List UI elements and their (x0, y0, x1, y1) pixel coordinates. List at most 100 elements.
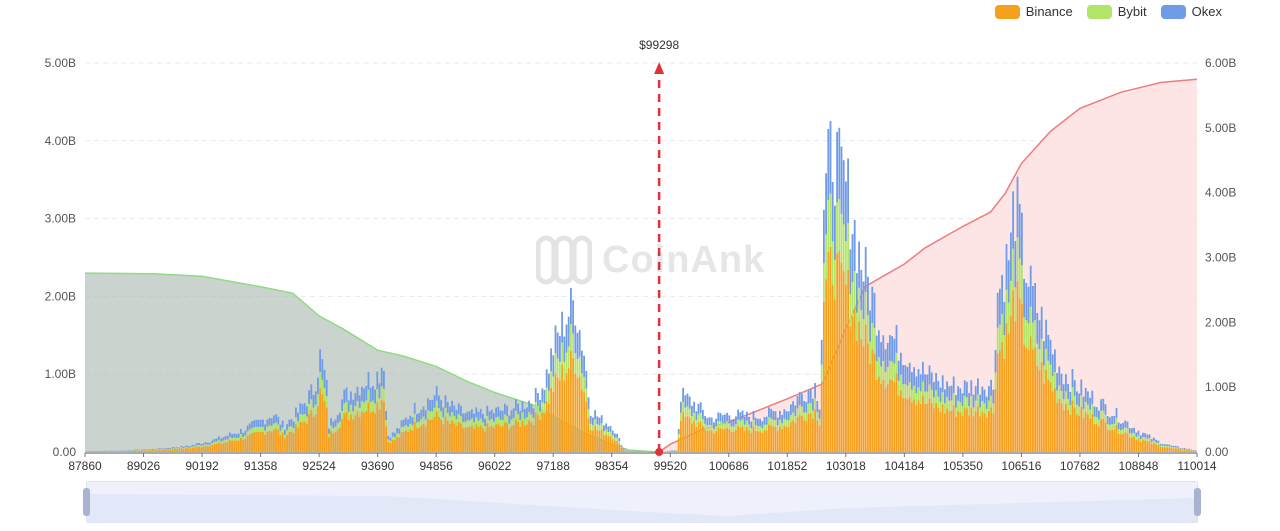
legend-item-binance[interactable]: Binance (995, 4, 1073, 19)
bar-okex (354, 393, 356, 406)
bar-binance (467, 427, 469, 452)
bar-binance (812, 419, 814, 452)
bar-okex (860, 270, 862, 310)
bar-okex (1036, 313, 1038, 344)
bar-bybit (1094, 417, 1096, 424)
bar-bybit (183, 448, 185, 449)
right-axis-tick-label: 3.00B (1205, 251, 1236, 265)
bar-binance (418, 428, 420, 452)
bar-okex (618, 438, 620, 441)
bar-okex (825, 173, 827, 234)
bar-binance (854, 308, 856, 452)
legend-item-okex[interactable]: Okex (1161, 4, 1222, 19)
bar-okex (491, 410, 493, 419)
bar-binance (999, 351, 1001, 452)
bar-binance (1144, 440, 1146, 452)
bar-okex (614, 434, 616, 438)
bar-okex (1091, 391, 1093, 405)
bar-bybit (368, 390, 370, 403)
bar-okex (803, 401, 805, 412)
bar-okex (187, 446, 189, 447)
bar-binance (1177, 449, 1179, 453)
bar-okex (473, 414, 475, 422)
bar-binance (781, 429, 783, 452)
bar-bybit (920, 391, 922, 403)
bar-bybit (363, 403, 365, 413)
bar-bybit (830, 194, 832, 247)
bar-bybit (704, 424, 706, 430)
bar-binance (1133, 437, 1135, 452)
bar-binance (1164, 447, 1166, 452)
bar-okex (447, 402, 449, 413)
bar-bybit (308, 404, 310, 414)
bar-binance (99, 452, 101, 453)
bar-bybit (995, 373, 997, 389)
bar-binance (616, 441, 618, 452)
bar-okex (464, 413, 466, 422)
bar-binance (266, 432, 268, 452)
bar-binance (519, 427, 521, 453)
x-axis-tick-label: 98354 (595, 459, 629, 473)
legend-item-bybit[interactable]: Bybit (1087, 4, 1147, 19)
bar-binance (618, 443, 620, 452)
bar-binance (887, 384, 889, 452)
bar-okex (284, 430, 286, 435)
bar-bybit (513, 418, 515, 425)
bar-bybit (409, 424, 411, 430)
zoom-handle-left[interactable] (83, 488, 90, 516)
bar-binance (372, 411, 374, 452)
bar-binance (1105, 422, 1107, 452)
bar-binance (398, 438, 400, 453)
bar-bybit (343, 403, 345, 413)
bar-bybit (216, 441, 218, 443)
bar-bybit (484, 426, 486, 431)
bar-bybit (612, 435, 614, 438)
bar-binance (691, 423, 693, 452)
bar-bybit (746, 421, 748, 427)
bar-okex (970, 380, 972, 396)
bar-okex (1118, 423, 1120, 430)
bar-binance (458, 422, 460, 452)
bar-okex (1109, 417, 1111, 425)
x-axis-tick-label: 99520 (654, 459, 688, 473)
bar-okex (948, 386, 950, 401)
bar-bybit (858, 288, 860, 322)
bar-binance (544, 414, 546, 452)
bar-bybit (156, 450, 158, 451)
bar-binance (907, 399, 909, 452)
bar-binance (385, 427, 387, 452)
bar-okex (1012, 191, 1014, 248)
bar-binance (896, 373, 898, 452)
bar-bybit (753, 420, 755, 427)
bar-binance (526, 424, 528, 452)
bar-okex (150, 449, 152, 450)
bar-binance (504, 422, 506, 452)
bar-okex (1186, 449, 1188, 450)
bar-bybit (240, 434, 242, 438)
bar-binance (858, 322, 860, 453)
bar-binance (830, 247, 832, 452)
bar-binance (434, 417, 436, 452)
bar-binance (152, 450, 154, 452)
bar-binance (416, 429, 418, 453)
zoom-handle-right[interactable] (1194, 488, 1201, 516)
bar-okex (1177, 446, 1179, 447)
bar-okex (781, 415, 783, 423)
bar-binance (746, 427, 748, 452)
bar-binance (240, 438, 242, 452)
bar-binance (394, 440, 396, 452)
bar-bybit (781, 423, 783, 429)
bar-binance (1153, 443, 1155, 452)
bar-okex (486, 406, 488, 416)
bar-binance (704, 430, 706, 452)
bar-binance (1157, 445, 1159, 452)
bar-binance (1173, 448, 1175, 452)
bar-bybit (458, 414, 460, 422)
bar-bybit (1014, 287, 1016, 321)
bar-okex (328, 429, 330, 434)
bar-binance (684, 417, 686, 452)
bar-bybit (469, 420, 471, 427)
bar-okex (984, 390, 986, 404)
zoom-slider[interactable] (86, 481, 1198, 523)
bar-bybit (1061, 391, 1063, 404)
